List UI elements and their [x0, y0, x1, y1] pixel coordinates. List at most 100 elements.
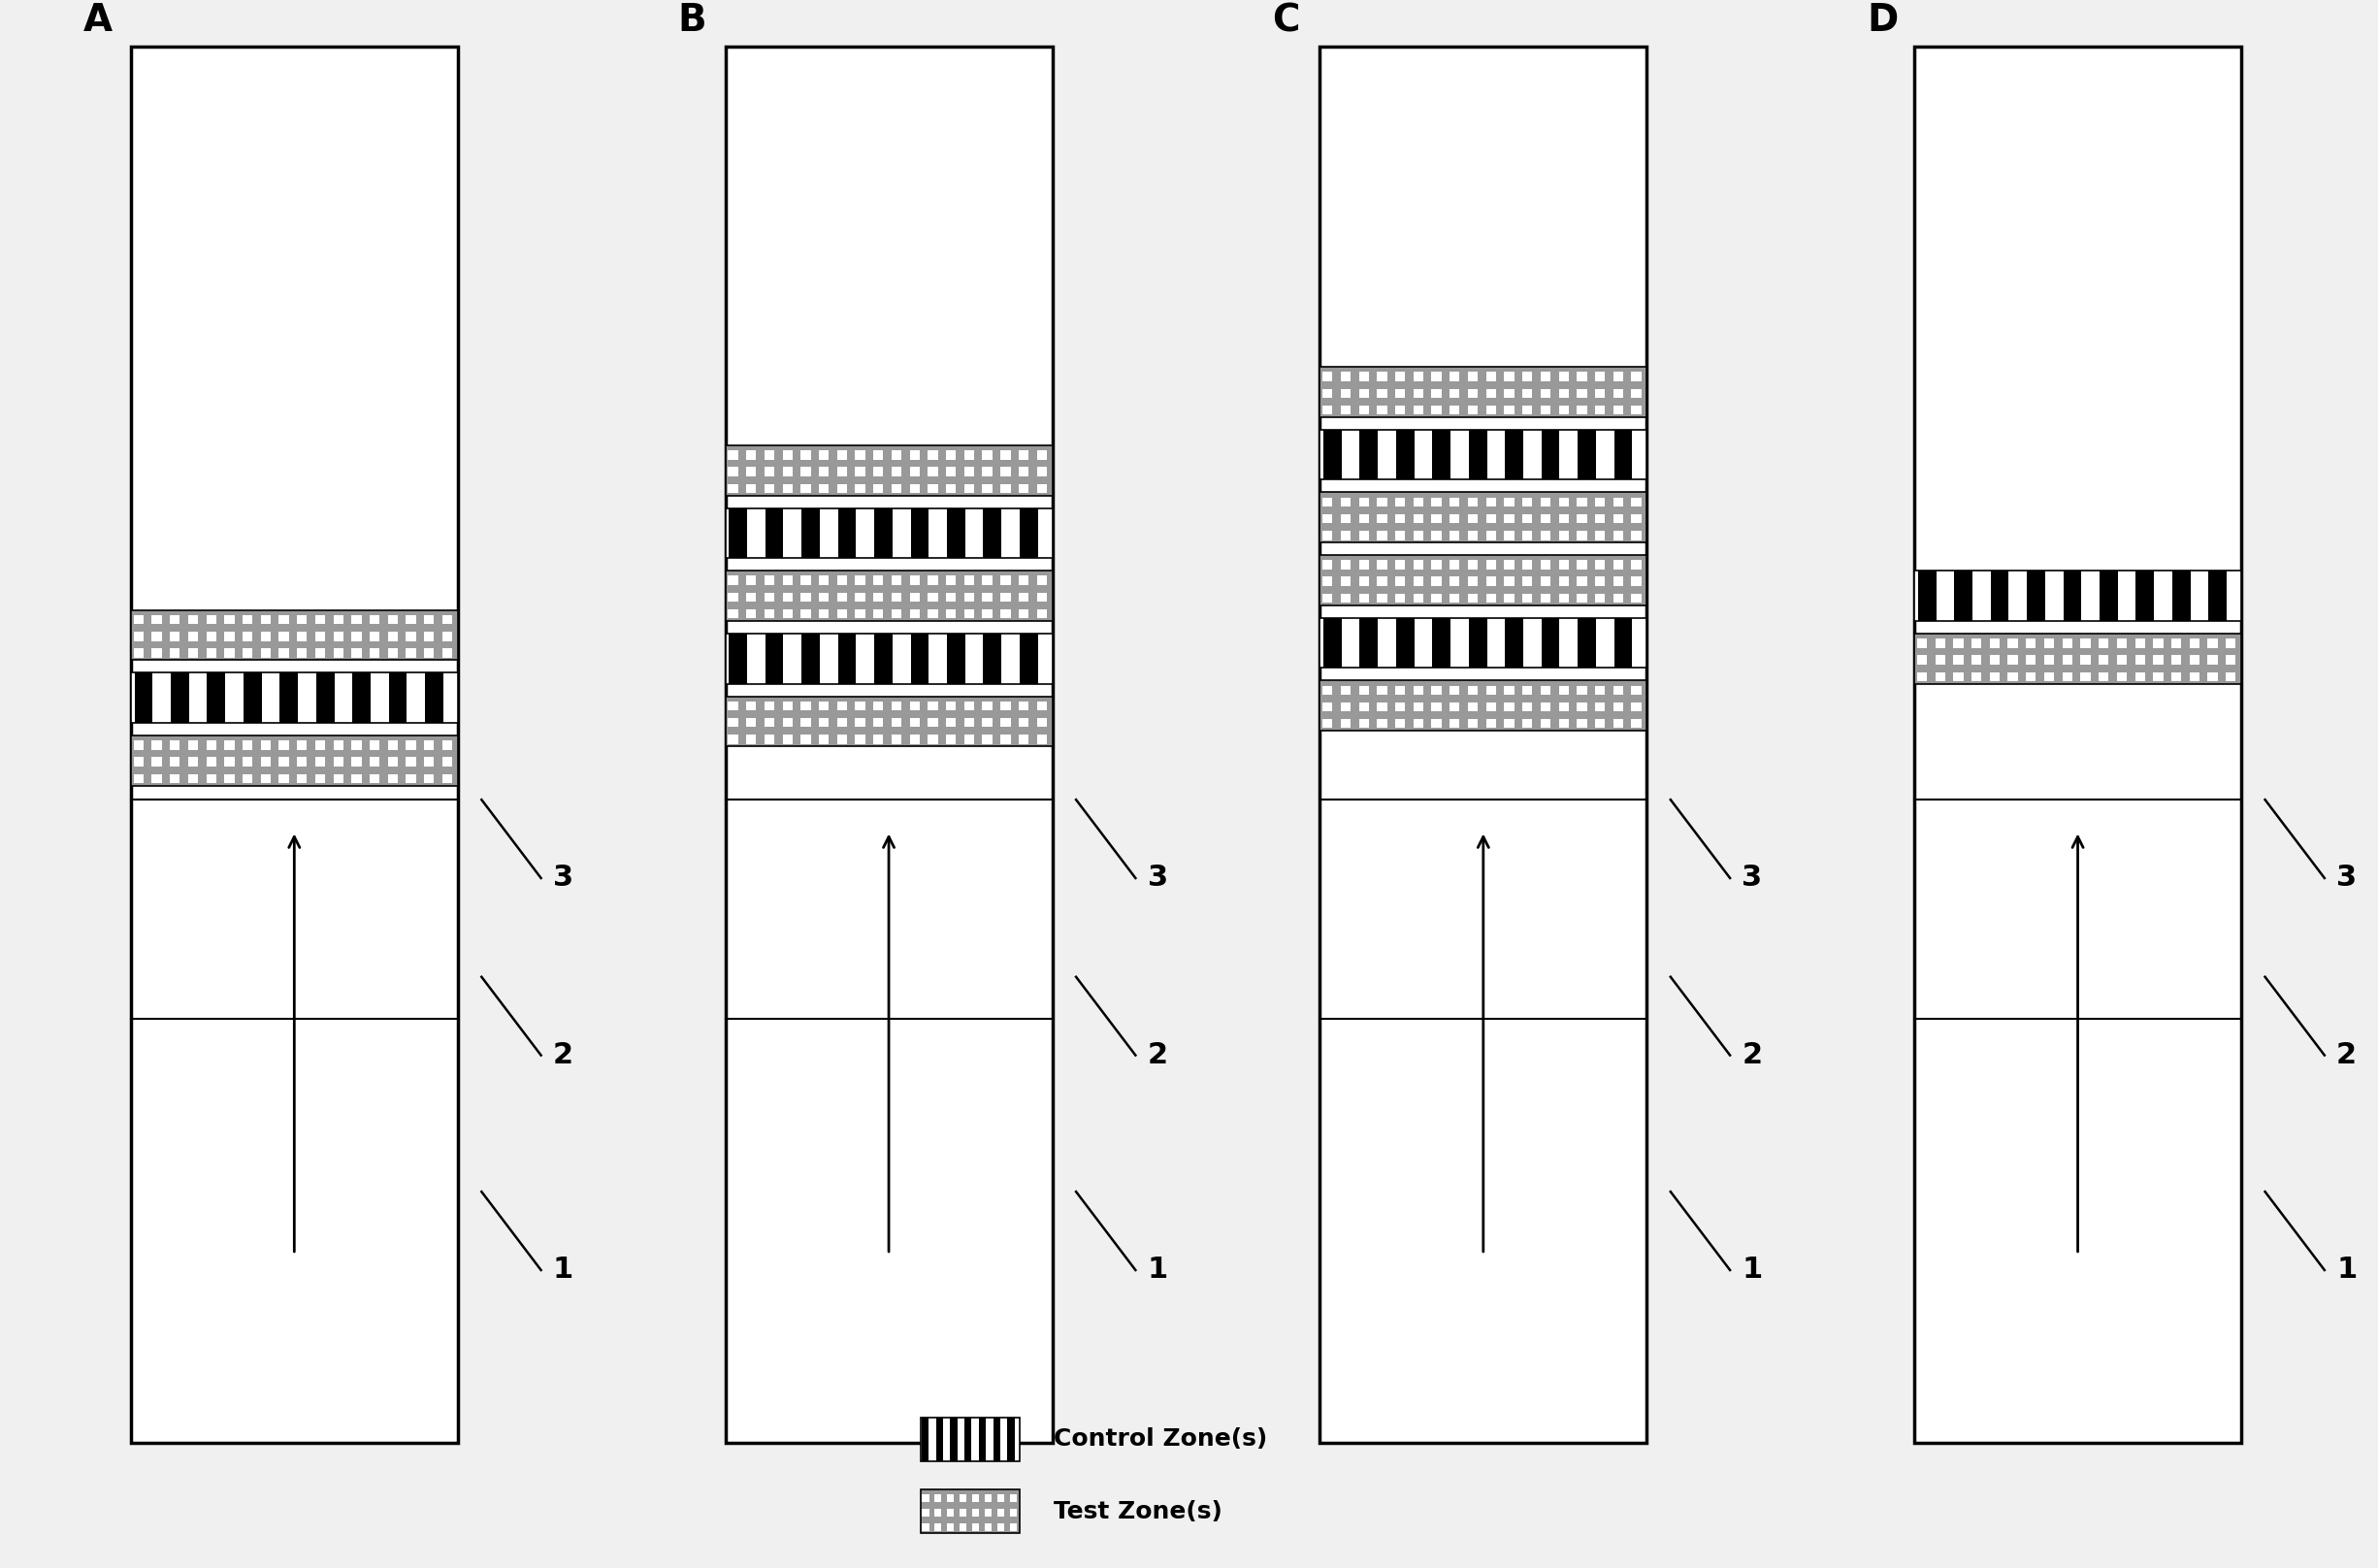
Bar — [1322, 406, 1332, 414]
Text: 2: 2 — [554, 1041, 573, 1069]
Bar — [1486, 372, 1496, 381]
Bar — [935, 1523, 942, 1532]
Bar — [982, 467, 992, 477]
Bar — [1320, 430, 1646, 480]
Bar — [169, 757, 181, 767]
Bar — [801, 593, 811, 602]
Bar — [818, 701, 830, 710]
Bar — [911, 735, 920, 743]
Bar — [1486, 406, 1496, 414]
Bar — [262, 740, 271, 750]
Bar — [1413, 406, 1424, 414]
Bar — [1322, 720, 1332, 728]
Bar — [352, 757, 361, 767]
Bar — [1596, 702, 1605, 712]
Bar — [131, 610, 459, 660]
Bar — [1936, 673, 1945, 681]
Bar — [920, 1490, 1020, 1534]
Bar — [1522, 497, 1531, 506]
Bar — [946, 701, 956, 710]
Bar — [923, 1508, 930, 1516]
Bar — [1558, 497, 1569, 506]
Bar — [996, 1508, 1004, 1516]
Bar — [946, 508, 965, 558]
Bar — [1522, 514, 1531, 524]
Bar — [2190, 638, 2200, 648]
Bar — [1577, 497, 1586, 506]
Bar — [1541, 560, 1550, 569]
Bar — [725, 571, 1053, 621]
Bar — [262, 632, 271, 641]
Bar — [1505, 430, 1524, 480]
Bar — [856, 575, 866, 585]
Bar — [1522, 406, 1531, 414]
Bar — [1432, 532, 1441, 539]
Bar — [782, 593, 792, 602]
Bar — [1596, 514, 1605, 524]
Bar — [297, 615, 307, 624]
Bar — [1325, 618, 1341, 668]
Bar — [1541, 702, 1550, 712]
Bar — [1037, 718, 1046, 728]
Bar — [442, 632, 452, 641]
Bar — [1917, 673, 1926, 681]
Bar — [1522, 389, 1531, 398]
Bar — [297, 740, 307, 750]
Bar — [2171, 571, 2190, 621]
Bar — [2007, 673, 2019, 681]
Bar — [951, 1417, 958, 1461]
Bar — [1377, 532, 1386, 539]
Text: 3: 3 — [554, 864, 573, 892]
Bar — [369, 775, 380, 782]
Bar — [982, 718, 992, 728]
Bar — [2190, 655, 2200, 665]
Bar — [927, 718, 937, 728]
Bar — [1505, 577, 1515, 586]
Bar — [766, 633, 782, 684]
Bar — [873, 610, 882, 618]
Bar — [407, 757, 416, 767]
Bar — [1558, 577, 1569, 586]
Bar — [1396, 618, 1415, 668]
Bar — [2100, 638, 2109, 648]
Bar — [982, 485, 992, 492]
Bar — [333, 757, 342, 767]
Bar — [837, 610, 847, 618]
Bar — [442, 615, 452, 624]
Bar — [875, 508, 892, 558]
Bar — [1467, 685, 1477, 695]
Bar — [388, 757, 397, 767]
Bar — [243, 632, 252, 641]
Bar — [1467, 702, 1477, 712]
Bar — [873, 575, 882, 585]
Bar — [131, 735, 459, 786]
Bar — [1001, 593, 1011, 602]
Bar — [1631, 497, 1641, 506]
Text: 1: 1 — [1149, 1256, 1168, 1284]
Bar — [1011, 1523, 1015, 1532]
Bar — [423, 649, 435, 657]
Bar — [963, 467, 975, 477]
Bar — [369, 649, 380, 657]
Bar — [923, 1523, 930, 1532]
Bar — [801, 633, 820, 684]
Text: B: B — [678, 2, 706, 39]
Bar — [1432, 720, 1441, 728]
Bar — [131, 735, 459, 786]
Bar — [1631, 685, 1641, 695]
Bar — [2152, 655, 2164, 665]
Bar — [1451, 532, 1460, 539]
Bar — [2100, 571, 2119, 621]
Bar — [2045, 638, 2055, 648]
Bar — [1320, 367, 1646, 417]
Bar — [801, 485, 811, 492]
Bar — [1577, 372, 1586, 381]
Bar — [1322, 514, 1332, 524]
Bar — [946, 718, 956, 728]
Bar — [1037, 575, 1046, 585]
Bar — [873, 467, 882, 477]
Bar — [763, 485, 775, 492]
Bar — [369, 632, 380, 641]
Bar — [911, 450, 920, 459]
Bar — [980, 1417, 987, 1461]
